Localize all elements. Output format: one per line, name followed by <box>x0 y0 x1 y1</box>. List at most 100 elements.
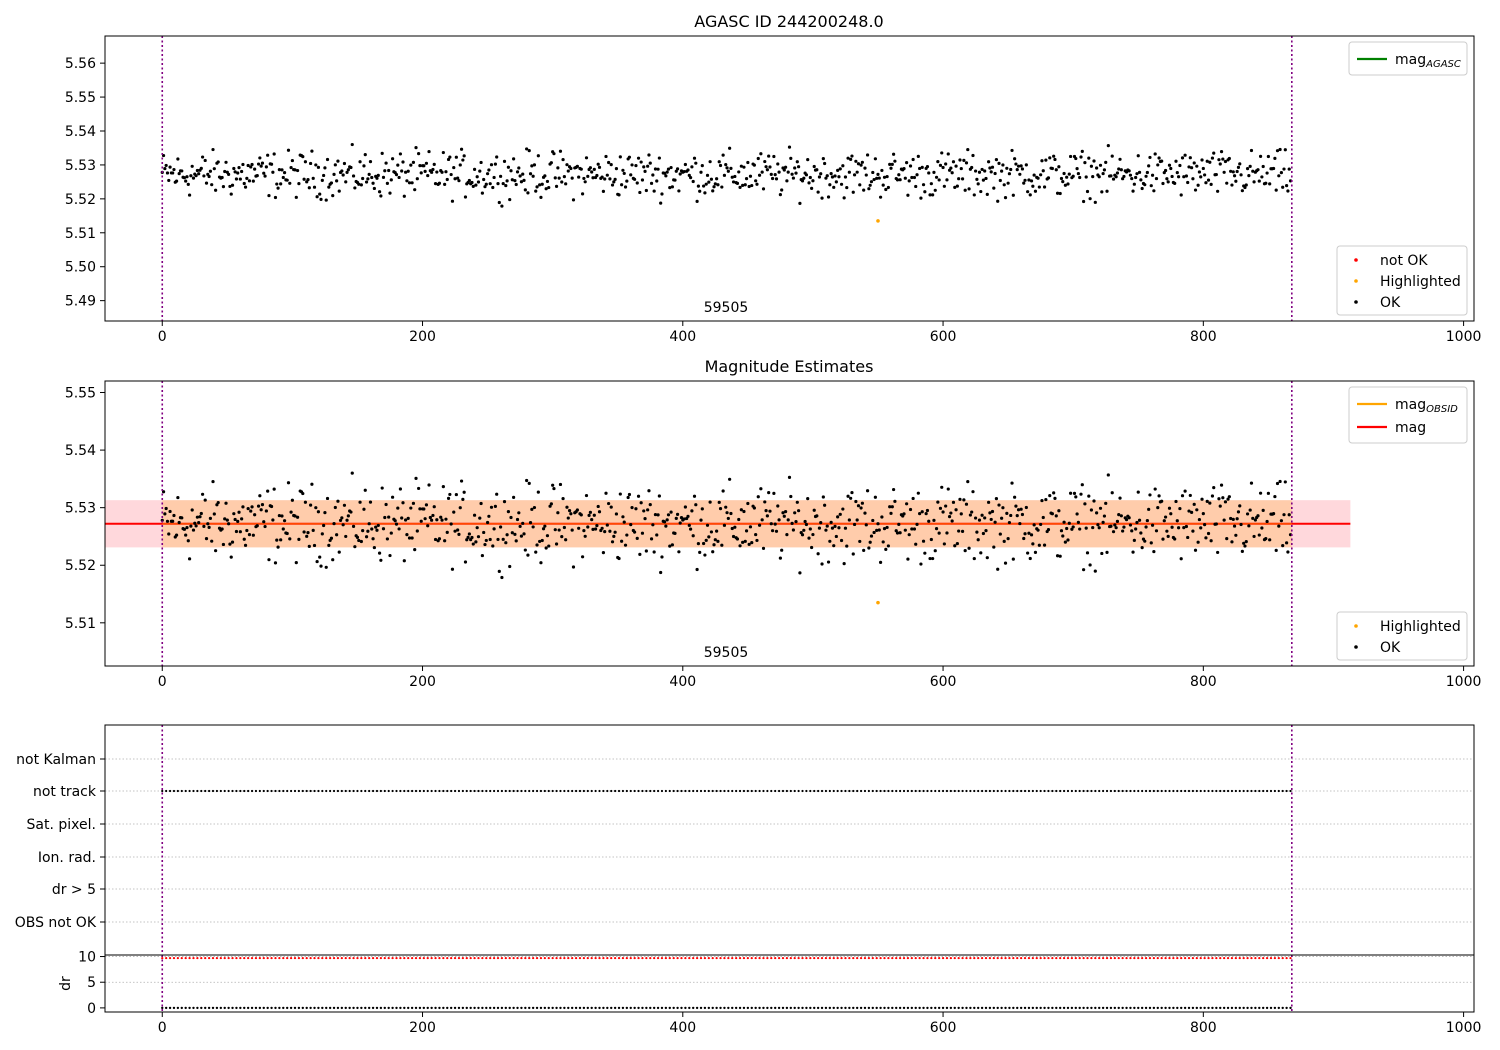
data-point-ok <box>545 534 550 538</box>
dr-value-point <box>524 1006 527 1010</box>
data-point-ok <box>1029 533 1034 537</box>
data-point-ok <box>1127 516 1131 520</box>
data-point-ok <box>571 565 576 569</box>
flag-point <box>555 789 558 793</box>
dr-value-point <box>196 1006 199 1010</box>
data-point-ok <box>984 529 988 533</box>
data-point-ok <box>337 550 341 554</box>
data-point-ok <box>964 161 969 165</box>
data-point-ok <box>397 175 401 180</box>
data-point-ok <box>202 524 206 528</box>
data-point-ok <box>394 173 399 177</box>
data-point-ok <box>905 502 909 506</box>
data-point-ok <box>1020 167 1025 171</box>
dr-value-point <box>773 1006 777 1010</box>
data-point-ok <box>1055 554 1060 558</box>
data-point-ok <box>1111 530 1116 534</box>
data-point-ok <box>446 157 451 162</box>
data-point-ok <box>565 163 569 167</box>
dr-value-point <box>918 1006 921 1010</box>
data-point-ok <box>419 519 423 523</box>
dr-value-point <box>200 1006 203 1010</box>
dr-threshold-point <box>633 956 636 960</box>
data-point-ok <box>1251 516 1255 520</box>
flag-point <box>1191 789 1195 793</box>
dr-value-point <box>1203 1006 1206 1010</box>
dr-value-point <box>453 1006 457 1010</box>
data-point-ok <box>467 178 471 183</box>
data-point-ok <box>908 507 913 512</box>
dr-threshold-point <box>973 956 976 960</box>
flag-point <box>727 789 730 793</box>
data-point-ok <box>778 556 782 560</box>
dr-value-point <box>559 1006 562 1010</box>
dr-value-point <box>574 1006 578 1010</box>
data-point-ok <box>774 177 779 181</box>
dr-threshold-point <box>508 956 511 960</box>
flag-point <box>988 789 992 793</box>
data-point-ok <box>260 161 265 165</box>
data-point-ok <box>227 522 231 526</box>
dr-threshold-point <box>262 956 265 960</box>
x-tick-label: 0 <box>158 1020 167 1036</box>
data-point-ok <box>1145 170 1149 175</box>
dr-threshold-point <box>407 956 410 960</box>
data-point-ok <box>643 169 647 173</box>
data-point-ok <box>194 524 198 528</box>
dr-threshold-point <box>239 956 242 960</box>
data-point-ok <box>652 189 656 193</box>
dr-threshold-point <box>1203 956 1206 960</box>
data-point-ok <box>1243 544 1247 548</box>
dr-value-point <box>1058 1006 1062 1010</box>
dr-threshold-point <box>684 956 687 960</box>
flag-point <box>192 789 195 793</box>
flag-point <box>871 789 874 793</box>
data-point-ok <box>823 503 827 507</box>
flag-point <box>895 789 898 793</box>
data-point-ok <box>823 161 827 166</box>
data-point-ok <box>194 174 198 178</box>
legend-box <box>1348 386 1468 444</box>
data-point-ok <box>541 527 546 531</box>
data-point-ok <box>786 170 790 174</box>
dr-value-point <box>336 1006 340 1010</box>
data-point-ok <box>981 178 985 182</box>
dr-threshold-point <box>692 956 695 960</box>
data-point-ok <box>735 181 740 185</box>
data-point-ok <box>833 174 837 178</box>
dr-value-point <box>969 1006 972 1010</box>
dr-threshold-point <box>961 956 964 960</box>
data-point-ok <box>984 176 988 181</box>
data-point-ok <box>1026 551 1030 555</box>
data-point-ok <box>410 181 414 185</box>
data-point-ok <box>327 185 331 189</box>
data-point-ok <box>441 150 445 155</box>
dr-value-point <box>996 1006 999 1010</box>
flag-point <box>1055 789 1058 793</box>
dr-threshold-point <box>1082 956 1085 960</box>
dr-value-point <box>1090 1006 1093 1010</box>
dr-value-point <box>711 1006 714 1010</box>
data-point-ok <box>1092 159 1096 163</box>
data-point-ok <box>648 161 652 165</box>
dr-threshold-point <box>1156 956 1159 960</box>
dr-value-point <box>1051 1006 1054 1010</box>
dr-threshold-point <box>895 956 898 960</box>
data-point-ok <box>709 177 714 181</box>
data-point-ok <box>610 183 615 187</box>
data-point-ok <box>880 515 884 519</box>
data-point-ok <box>817 526 822 530</box>
x-tick-label: 800 <box>1190 1020 1217 1036</box>
flag-point <box>793 789 796 793</box>
dr-value-point <box>1035 1006 1038 1010</box>
dr-threshold-point <box>1258 956 1261 960</box>
data-point-ok <box>987 500 991 504</box>
data-point-ok <box>633 530 637 534</box>
dr-value-point <box>520 1006 523 1010</box>
dr-value-point <box>1129 1006 1132 1010</box>
data-point-ok <box>720 543 724 547</box>
data-point-ok <box>756 156 760 161</box>
data-point-ok <box>556 166 560 170</box>
data-point-ok <box>1277 524 1281 528</box>
data-point-ok <box>309 503 313 507</box>
